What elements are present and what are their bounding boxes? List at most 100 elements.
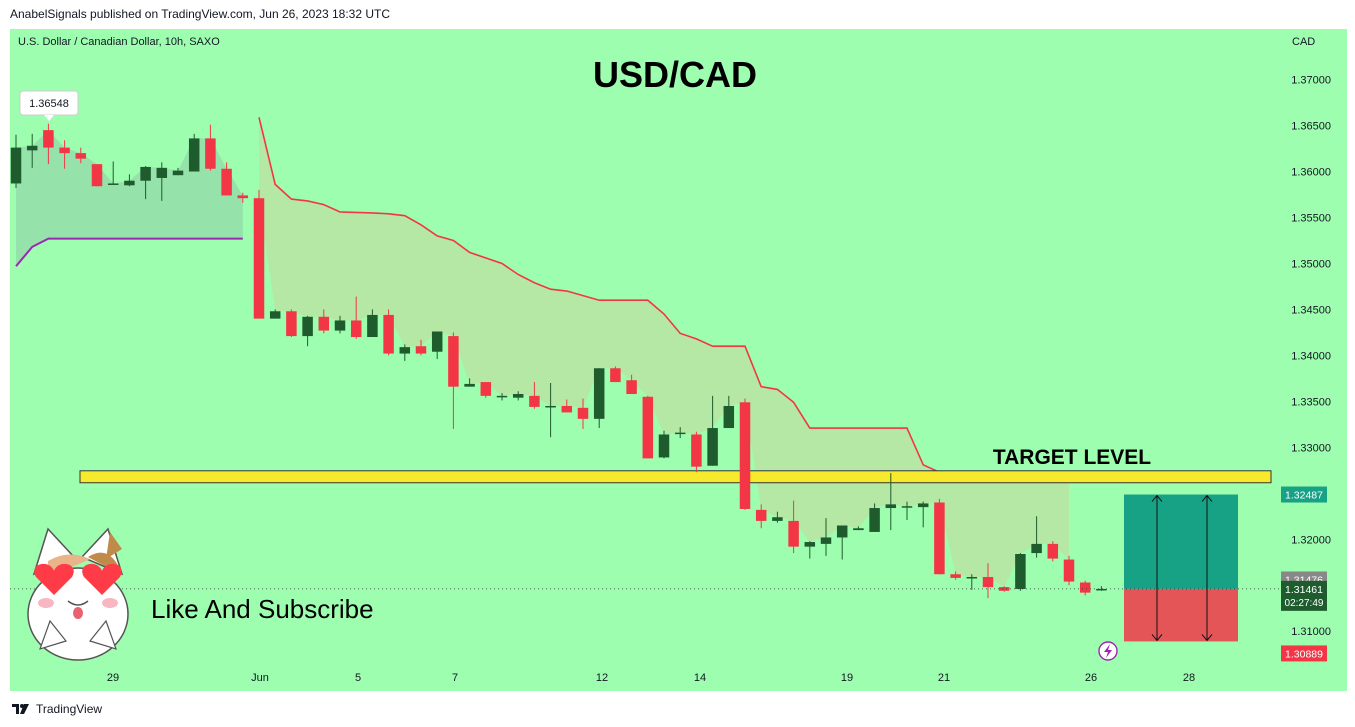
candle[interactable] bbox=[577, 398, 589, 429]
candle[interactable] bbox=[399, 344, 411, 361]
candle[interactable] bbox=[836, 525, 848, 560]
candle[interactable] bbox=[626, 374, 637, 395]
candle[interactable] bbox=[869, 503, 880, 532]
candle[interactable] bbox=[804, 541, 816, 559]
candle[interactable] bbox=[610, 366, 621, 383]
y-tick-label: 1.33000 bbox=[1291, 442, 1331, 454]
candle[interactable] bbox=[917, 501, 929, 528]
x-tick-label: 26 bbox=[1085, 672, 1097, 684]
candle[interactable] bbox=[43, 123, 54, 165]
trailing-stop-fill bbox=[259, 117, 1069, 588]
candle[interactable] bbox=[26, 133, 38, 168]
candle[interactable] bbox=[707, 395, 718, 466]
candle[interactable] bbox=[739, 398, 751, 510]
candle[interactable] bbox=[1031, 516, 1042, 558]
candle[interactable] bbox=[901, 501, 913, 520]
candlestick-chart[interactable]: 1.37000 1.36500 1.36000 1.35500 1.35000 1.345… bbox=[10, 29, 1347, 691]
candle[interactable] bbox=[982, 563, 994, 599]
candle-body bbox=[237, 195, 249, 199]
candle[interactable] bbox=[253, 189, 265, 319]
candle-body bbox=[707, 428, 718, 466]
profit-target-box[interactable] bbox=[1124, 494, 1238, 589]
candle[interactable] bbox=[91, 164, 103, 187]
high-callout-label: 1.36548 bbox=[29, 98, 69, 110]
candle[interactable] bbox=[124, 174, 135, 187]
candle[interactable] bbox=[998, 586, 1010, 592]
candle[interactable] bbox=[512, 391, 524, 401]
candle[interactable] bbox=[334, 315, 346, 334]
stop-loss-box[interactable] bbox=[1124, 588, 1238, 642]
candle[interactable] bbox=[885, 473, 897, 531]
candle-body bbox=[836, 525, 848, 538]
y-tick-label: 1.31000 bbox=[1291, 626, 1331, 638]
candle-body bbox=[383, 314, 394, 354]
candle[interactable] bbox=[529, 382, 540, 409]
candle-body bbox=[917, 503, 929, 508]
candle-body bbox=[269, 311, 281, 319]
candle[interactable] bbox=[286, 309, 297, 338]
candle-body bbox=[755, 509, 767, 521]
candle[interactable] bbox=[496, 393, 508, 401]
candle-body bbox=[1096, 588, 1107, 591]
candle-body bbox=[674, 432, 686, 435]
candle[interactable] bbox=[561, 399, 573, 413]
candle[interactable] bbox=[772, 511, 783, 523]
candle[interactable] bbox=[318, 309, 330, 334]
candle[interactable] bbox=[205, 124, 216, 171]
candle-body bbox=[302, 316, 313, 337]
candle[interactable] bbox=[431, 331, 443, 360]
candle[interactable] bbox=[593, 368, 605, 429]
candle[interactable] bbox=[934, 498, 945, 575]
candle[interactable] bbox=[448, 332, 459, 429]
candle-body bbox=[642, 396, 654, 459]
candle[interactable] bbox=[59, 140, 70, 169]
candle[interactable] bbox=[788, 500, 799, 554]
candle[interactable] bbox=[1047, 541, 1059, 562]
promo-text: Like And Subscribe bbox=[151, 594, 374, 624]
candle[interactable] bbox=[237, 192, 249, 203]
target-price-tag-bg bbox=[1281, 486, 1327, 503]
candle[interactable] bbox=[367, 309, 378, 338]
candle[interactable] bbox=[269, 309, 281, 319]
candle[interactable] bbox=[140, 165, 151, 200]
candle-body bbox=[658, 434, 670, 458]
candle[interactable] bbox=[221, 162, 232, 196]
candle[interactable] bbox=[156, 162, 168, 201]
candle[interactable] bbox=[820, 518, 832, 556]
candle[interactable] bbox=[545, 382, 556, 438]
y-tick-label: 1.34500 bbox=[1291, 304, 1331, 316]
candle-body bbox=[529, 395, 540, 407]
candle[interactable] bbox=[10, 134, 22, 189]
candle[interactable] bbox=[107, 161, 119, 185]
tradingview-brand[interactable]: TradingView bbox=[12, 702, 102, 716]
candle[interactable] bbox=[658, 430, 670, 459]
candle[interactable] bbox=[1063, 555, 1075, 586]
candle[interactable] bbox=[950, 571, 961, 580]
candle[interactable] bbox=[172, 167, 184, 176]
candle[interactable] bbox=[480, 382, 492, 398]
candle[interactable] bbox=[350, 296, 362, 339]
candle[interactable] bbox=[188, 133, 200, 172]
candle[interactable] bbox=[723, 395, 735, 429]
x-tick-label: 14 bbox=[694, 672, 706, 684]
candle-body bbox=[739, 402, 751, 509]
candle[interactable] bbox=[691, 431, 702, 473]
candle[interactable] bbox=[755, 504, 767, 529]
candle[interactable] bbox=[642, 395, 654, 459]
candle[interactable] bbox=[853, 526, 864, 531]
candle[interactable] bbox=[1015, 553, 1026, 591]
candle[interactable] bbox=[383, 309, 394, 356]
candle[interactable] bbox=[464, 378, 475, 387]
trailing-stop-line bbox=[258, 117, 1070, 484]
candle[interactable] bbox=[966, 574, 978, 590]
chart-area[interactable]: 1.37000 1.36500 1.36000 1.35500 1.35000 1.345… bbox=[10, 29, 1347, 691]
candle-body bbox=[286, 311, 297, 337]
target-level-zone[interactable] bbox=[79, 470, 1272, 484]
candle-body bbox=[788, 520, 799, 547]
candle[interactable] bbox=[302, 315, 313, 347]
candle[interactable] bbox=[1079, 580, 1091, 596]
candle[interactable] bbox=[1096, 586, 1107, 591]
candle[interactable] bbox=[674, 427, 686, 439]
candle[interactable] bbox=[415, 339, 427, 356]
candle[interactable] bbox=[75, 147, 87, 164]
